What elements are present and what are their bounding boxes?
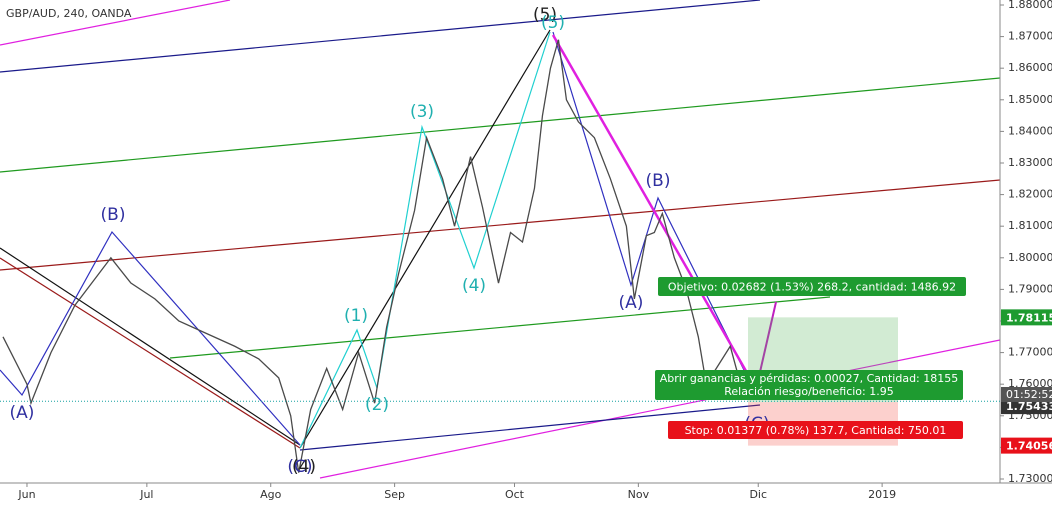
y-tick-label: 1.81000 xyxy=(1008,219,1052,232)
wave-label: (4) xyxy=(462,276,486,296)
y-tick-label: 1.85000 xyxy=(1008,93,1052,106)
y-tick-label: 1.83000 xyxy=(1008,156,1052,169)
target-label-box xyxy=(658,277,966,296)
x-tick-label: Jul xyxy=(139,488,153,501)
price-tag: 1.74056 xyxy=(1006,440,1052,453)
y-tick-label: 1.84000 xyxy=(1008,124,1052,137)
countdown: 01:52:52 xyxy=(1006,388,1052,401)
price-line xyxy=(2,39,743,473)
x-tick-label: Sep xyxy=(384,488,405,501)
price-tag: 1.75433 xyxy=(1006,400,1052,413)
y-tick-label: 1.80000 xyxy=(1008,251,1052,264)
price-tag: 1.78115 xyxy=(1006,311,1052,324)
open-box xyxy=(655,370,963,400)
wave-label: (A) xyxy=(10,403,35,423)
y-tick-label: 1.73000 xyxy=(1008,472,1052,485)
ratio-label: Relación riesgo/beneficio: 1.95 xyxy=(724,385,893,398)
x-tick-label: Nov xyxy=(628,488,650,501)
stop-label-box xyxy=(668,421,963,439)
y-tick-label: 1.88000 xyxy=(1008,0,1052,11)
wave-label: (5) xyxy=(533,5,557,25)
y-tick-label: 1.87000 xyxy=(1008,30,1052,43)
stop-label: Stop: 0.01377 (0.78%) 137.7, Cantidad: 7… xyxy=(685,424,947,437)
wave-label: (2) xyxy=(365,395,389,415)
wave-label: (A) xyxy=(619,293,644,313)
x-tick-label: 2019 xyxy=(868,488,896,501)
y-tick-label: 1.86000 xyxy=(1008,61,1052,74)
wave-label: (B) xyxy=(101,205,126,225)
price-tag-box xyxy=(1001,309,1052,326)
open-label: Abrir ganancias y pérdidas: 0.00027, Can… xyxy=(660,372,959,385)
wave-label: (C) xyxy=(287,457,312,477)
x-tick-label: Dic xyxy=(749,488,767,501)
y-tick-label: 1.77000 xyxy=(1008,346,1052,359)
wave-label: (3) xyxy=(410,102,434,122)
x-tick-label: Jun xyxy=(17,488,35,501)
target-label: Objetivo: 0.02682 (1.53%) 268.2, cantida… xyxy=(668,281,956,294)
countdown-box xyxy=(1001,387,1052,402)
wave-label: (B) xyxy=(646,171,671,191)
wave-label: (5) xyxy=(541,13,565,33)
symbol-header: GBP/AUD, 240, OANDA xyxy=(6,7,132,20)
wave-label: (4) xyxy=(292,457,316,477)
wave-label: (1) xyxy=(344,306,368,326)
price-tag-box xyxy=(1001,398,1052,415)
x-tick-label: Oct xyxy=(505,488,525,501)
y-tick-label: 1.79000 xyxy=(1008,282,1052,295)
y-tick-label: 1.82000 xyxy=(1008,188,1052,201)
y-tick-label: 1.76000 xyxy=(1008,377,1052,390)
price-tag-box xyxy=(1001,437,1052,454)
x-tick-label: Ago xyxy=(260,488,282,501)
